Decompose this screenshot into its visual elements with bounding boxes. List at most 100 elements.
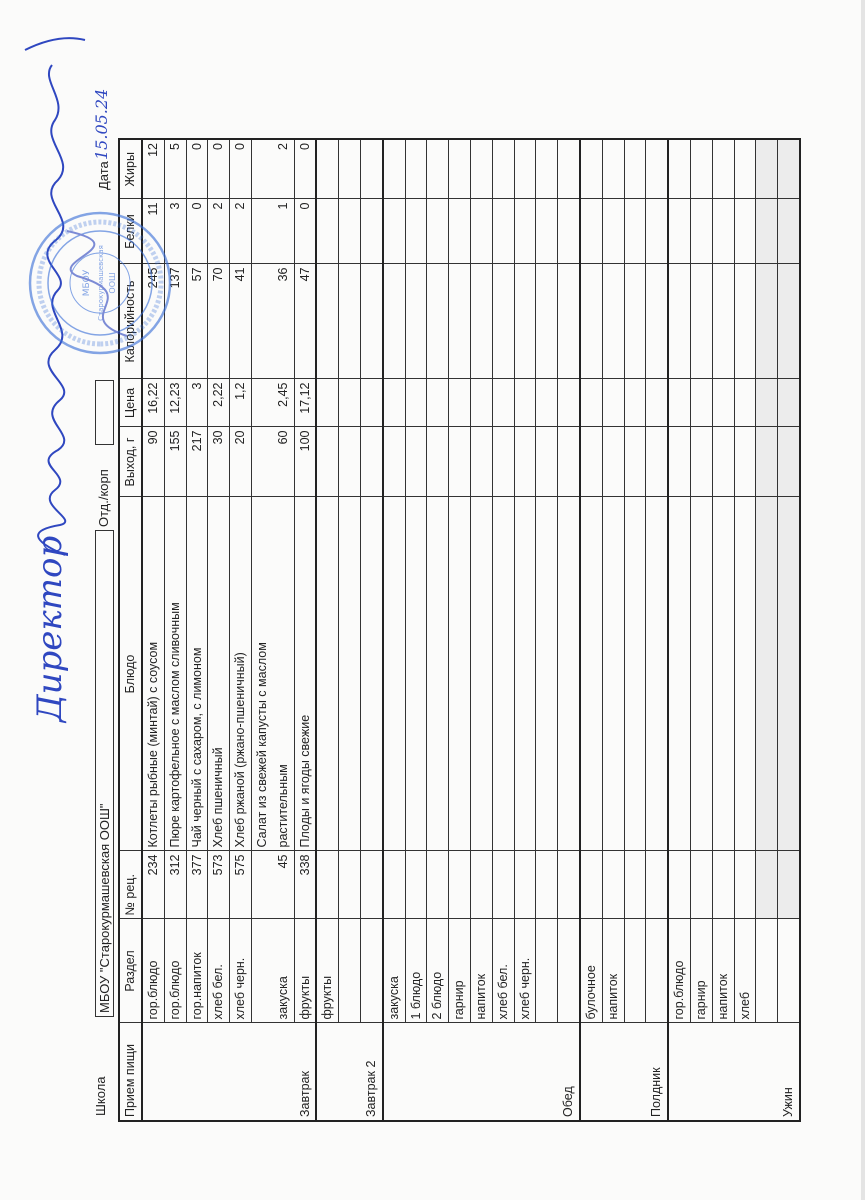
cell-yield: 60 (251, 427, 295, 497)
cell-recipe (382, 851, 406, 919)
cell-price (448, 379, 471, 427)
cell-calories: 41 (229, 264, 252, 379)
table-row: фрукты 338 Плоды и ягоды свежие 100 17,12 47 0… (294, 139, 317, 1121)
cell-yield: 155 (164, 427, 187, 497)
cell-dish (316, 497, 339, 851)
cell-yield (535, 427, 558, 497)
cell-section: напиток (470, 919, 493, 1023)
cell-protein (557, 199, 580, 264)
table-row: 1 блюдо (405, 139, 427, 1121)
cell-fat (338, 139, 361, 199)
cell-price: 2,22 (207, 379, 230, 427)
cell-section: хлеб (734, 919, 756, 1023)
cell-dish (382, 497, 406, 851)
cell-section: гор.блюдо (164, 919, 187, 1023)
cell-yield (405, 427, 427, 497)
cell-protein (777, 199, 800, 264)
cell-recipe (645, 851, 669, 919)
cell-yield: 30 (207, 427, 230, 497)
cell-dish (338, 497, 361, 851)
cell-dish: Котлеты рыбные (минтай) с соусом (142, 497, 165, 851)
table-row: гарнир (690, 139, 713, 1121)
table-row: напиток (470, 139, 493, 1121)
cell-fat: 2 (251, 139, 295, 199)
table-row: гор.напиток 377 Чай черный с сахаром, с ли… (186, 139, 208, 1121)
cell-section: булочное (579, 919, 603, 1023)
table-row: хлеб черн. 575 Хлеб ржаной (ржано-пшеничны… (229, 139, 252, 1121)
cell-calories (316, 264, 339, 379)
cell-price (668, 379, 691, 427)
cell-protein (470, 199, 493, 264)
cell-fat (492, 139, 515, 199)
table-row: напиток (602, 139, 625, 1121)
cell-calories: 36 (251, 264, 295, 379)
cell-fat (755, 139, 778, 199)
cell-yield (492, 427, 515, 497)
table-row: хлеб бел. 573 Хлеб пшеничный 30 2,22 70 2 0 (207, 139, 230, 1121)
cell-price: 1,2 (229, 379, 252, 427)
cell-calories (712, 264, 735, 379)
cell-yield (624, 427, 646, 497)
menu-table: Прием пищи Раздел № рец. Блюдо Выход, г … (118, 138, 801, 1122)
cell-yield (557, 427, 580, 497)
meal-name: Завтрак 2 (316, 1023, 383, 1121)
cell-fat (382, 139, 406, 199)
table-row: Обед закуска (382, 139, 580, 1121)
school-label: Школа (93, 1076, 108, 1116)
cell-fat (690, 139, 713, 199)
cell-yield (755, 427, 778, 497)
cell-yield (645, 427, 669, 497)
cell-dish (448, 497, 471, 851)
cell-price (624, 379, 646, 427)
cell-section (338, 919, 361, 1023)
cell-recipe: 573 (207, 851, 230, 919)
cell-protein: 1 (251, 199, 295, 264)
svg-text:ООШ: ООШ (108, 272, 117, 293)
cell-fat (405, 139, 427, 199)
cell-price (514, 379, 536, 427)
col-yield: Выход, г (119, 427, 142, 497)
cell-section: гор.блюдо (142, 919, 165, 1023)
cell-price (338, 379, 361, 427)
cell-recipe: 45 (251, 851, 295, 919)
cell-fat (514, 139, 536, 199)
cell-dish (405, 497, 427, 851)
cell-protein (712, 199, 735, 264)
table-row: хлеб бел. (492, 139, 515, 1121)
cell-yield (514, 427, 536, 497)
svg-text:Старокурмашевская: Старокурмашевская (97, 245, 105, 321)
col-recipe: № рец. (119, 851, 142, 919)
cell-protein (338, 199, 361, 264)
cell-protein (492, 199, 515, 264)
cell-calories (690, 264, 713, 379)
cell-fat (448, 139, 471, 199)
cell-section (535, 919, 558, 1023)
cell-calories: 47 (294, 264, 317, 379)
school-name: МБОУ "Старокурмашевская ООШ" (97, 803, 112, 1013)
table-row (338, 139, 361, 1121)
cell-yield (602, 427, 625, 497)
cell-calories (557, 264, 580, 379)
cell-calories (492, 264, 515, 379)
cell-yield (426, 427, 449, 497)
cell-fat: 0 (229, 139, 252, 199)
cell-dish (645, 497, 669, 851)
cell-section: фрукты (294, 919, 317, 1023)
cell-price: 12,23 (164, 379, 187, 427)
date-label: Дата (96, 161, 111, 190)
cell-section: 1 блюдо (405, 919, 427, 1023)
cell-yield (777, 427, 800, 497)
table-row: Ужин гор.блюдо (668, 139, 800, 1121)
cell-dish: Пюре картофельное с маслом сливочным (164, 497, 187, 851)
cell-section (360, 919, 383, 1023)
cell-protein: 2 (229, 199, 252, 264)
cell-dish (777, 497, 800, 851)
cell-protein (579, 199, 603, 264)
cell-dish (668, 497, 691, 851)
table-row (777, 139, 800, 1121)
cell-protein (514, 199, 536, 264)
cell-price: 16,22 (142, 379, 165, 427)
cell-yield (579, 427, 603, 497)
cell-fat (712, 139, 735, 199)
cell-recipe (338, 851, 361, 919)
